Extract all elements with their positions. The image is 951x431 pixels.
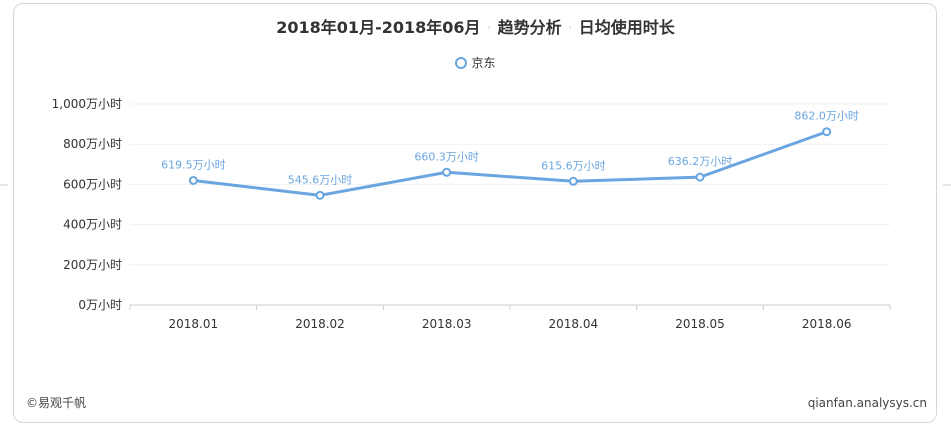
data-label: 862.0万小时 [794, 110, 859, 123]
source-credit: ©易观千帆 [26, 396, 87, 410]
data-point [822, 127, 832, 137]
y-tick-label: 400万小时 [63, 218, 122, 232]
legend-label[interactable]: 京东 [471, 56, 496, 70]
data-point [315, 190, 325, 200]
data-label: 660.3万小时 [414, 150, 479, 163]
x-tick-label: 2018.05 [675, 317, 725, 331]
x-tick-label: 2018.04 [549, 317, 599, 331]
y-tick-label: 200万小时 [63, 258, 122, 272]
data-point [695, 172, 705, 182]
data-point [188, 175, 198, 185]
data-label: 545.6万小时 [288, 173, 353, 186]
data-point [442, 167, 452, 177]
title-metric: 日均使用时长 [578, 18, 675, 37]
source-site: qianfan.analysys.cn [807, 396, 927, 410]
y-tick-label: 0万小时 [78, 298, 122, 312]
right-edge-tick [943, 184, 951, 186]
x-tick-label: 2018.02 [295, 317, 345, 331]
data-label: 619.5万小时 [161, 158, 226, 171]
series-line [191, 130, 829, 197]
data-label: 615.6万小时 [541, 159, 606, 172]
x-tick-label: 2018.03 [422, 317, 472, 331]
left-edge-tick [0, 184, 8, 186]
data-label: 636.2万小时 [668, 155, 733, 168]
x-tick-label: 2018.01 [169, 317, 219, 331]
title-section: 趋势分析 [497, 18, 562, 37]
x-tick-label: 2018.06 [802, 317, 852, 331]
legend-marker-icon [455, 57, 468, 69]
chart-title: 2018年01月-2018年06月 · 趋势分析 · 日均使用时长 [276, 18, 675, 37]
data-point [568, 176, 578, 186]
title-period: 2018年01月-2018年06月 [276, 18, 481, 37]
y-tick-label: 800万小时 [63, 137, 122, 151]
y-tick-label: 1,000万小时 [52, 97, 122, 111]
y-tick-label: 600万小时 [63, 177, 122, 191]
legend[interactable]: 京东 [0, 54, 951, 71]
chart-card [13, 3, 937, 423]
